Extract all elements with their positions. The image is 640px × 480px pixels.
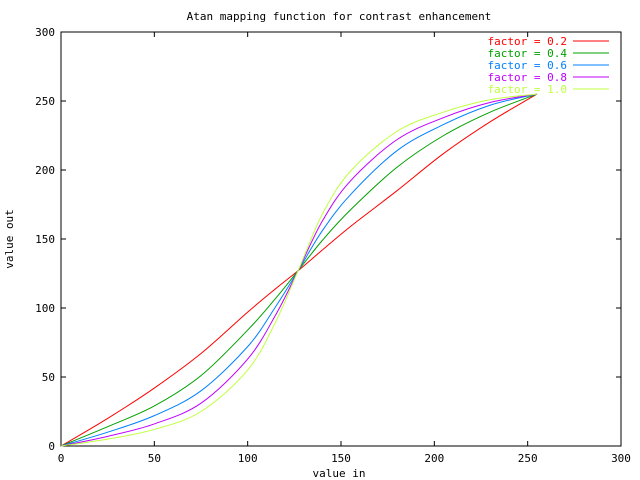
y-tick-label: 300 <box>35 26 55 39</box>
x-axis-label: value in <box>313 467 366 480</box>
legend-label-1: factor = 0.2 <box>488 35 567 48</box>
series-line-3 <box>60 93 538 447</box>
legend-label-3: factor = 0.6 <box>488 59 567 72</box>
x-tick-label: 200 <box>424 452 444 465</box>
x-tick-label: 50 <box>148 452 161 465</box>
y-tick-label: 0 <box>48 440 55 453</box>
x-tick-label: 250 <box>518 452 538 465</box>
y-tick-label: 100 <box>35 302 55 315</box>
y-tick-label: 150 <box>35 233 55 246</box>
legend-label-5: factor = 1.0 <box>488 83 567 96</box>
series-lines <box>60 93 538 447</box>
chart-title: Atan mapping function for contrast enhan… <box>187 10 492 23</box>
legend-label-2: factor = 0.4 <box>488 47 568 60</box>
y-tick-label: 250 <box>35 95 55 108</box>
y-axis-label: value out <box>3 209 16 269</box>
x-tick-label: 100 <box>238 452 258 465</box>
x-tick-label: 0 <box>58 452 65 465</box>
y-tick-label: 200 <box>35 164 55 177</box>
x-tick-label: 300 <box>611 452 631 465</box>
series-line-5 <box>60 93 538 447</box>
x-tick-label: 150 <box>331 452 351 465</box>
axis-ticks: 0 50 100 150 200 250 300 0 50 100 150 200 250 300 <box>35 26 631 465</box>
legend-label-4: factor = 0.8 <box>488 71 567 84</box>
y-tick-label: 50 <box>42 371 55 384</box>
